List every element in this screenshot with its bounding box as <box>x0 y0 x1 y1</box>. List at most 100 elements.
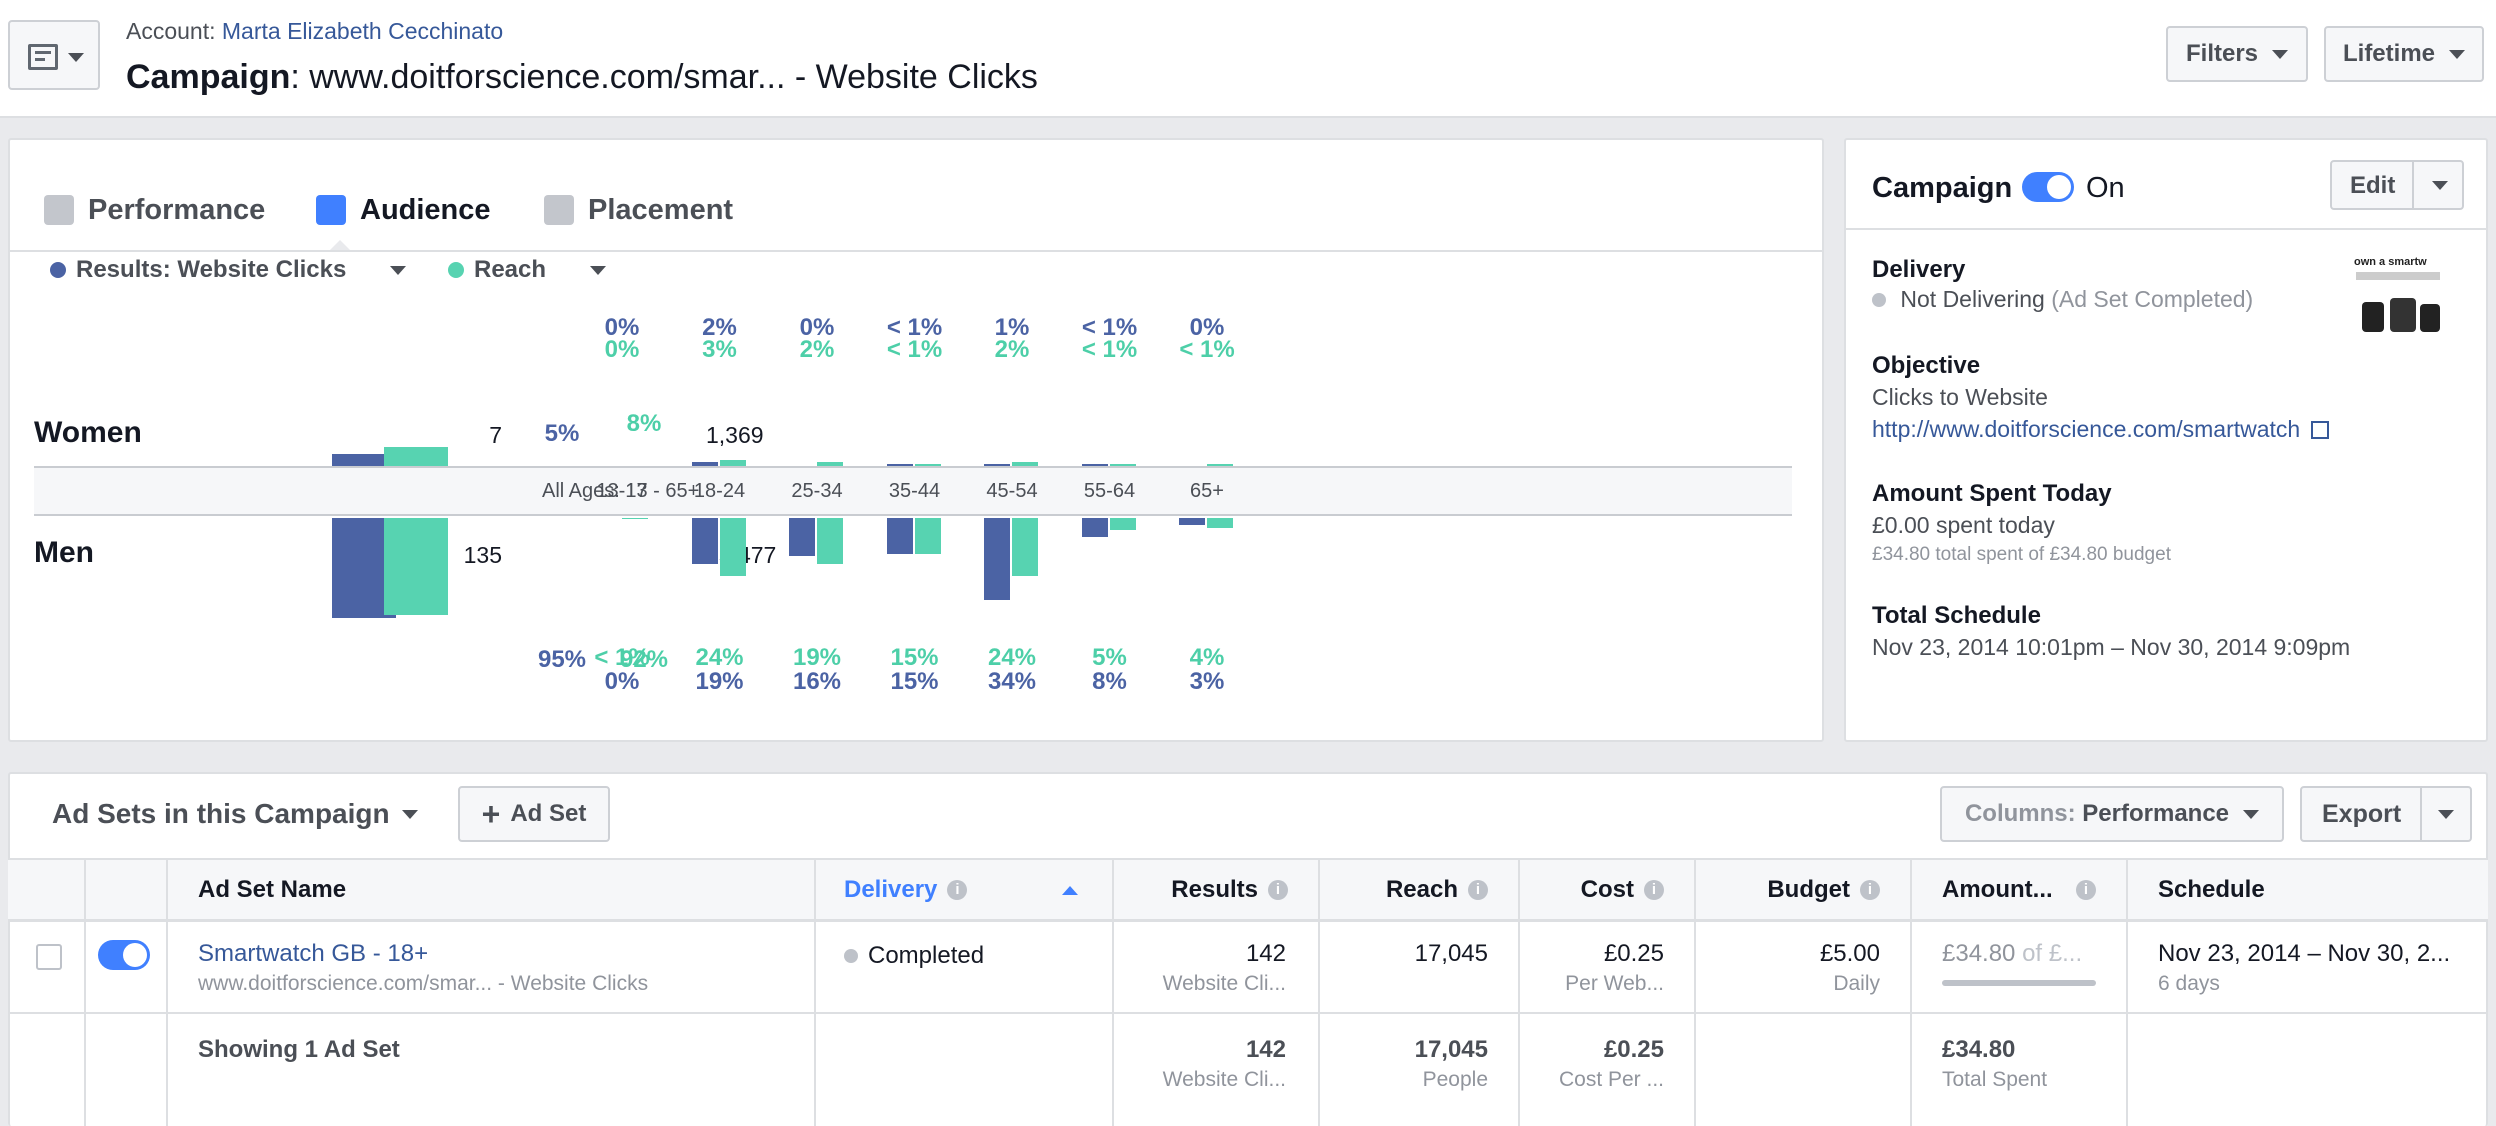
campaign-panel: Campaign On Edit Delivery Not Delivering… <box>1844 138 2488 742</box>
edit-button[interactable]: Edit <box>2350 172 2396 199</box>
women-reach-bar <box>914 464 941 466</box>
header-label: Delivery <box>844 876 938 903</box>
women-reach-pct: 3% <box>702 336 737 363</box>
external-link-icon <box>2310 421 2329 439</box>
view-menu-button[interactable] <box>8 20 100 90</box>
tab-label: Audience <box>360 193 491 226</box>
tab-divider <box>10 250 1822 252</box>
men-results-pct: 19% <box>695 668 744 695</box>
schedule-value: Nov 23, 2014 10:01pm – Nov 30, 2014 9:09… <box>1872 634 2351 660</box>
women-label: Women <box>34 416 142 449</box>
col-divider <box>1694 858 1696 1126</box>
adset-toggle[interactable] <box>98 940 150 970</box>
account-label: Account: <box>126 18 216 44</box>
columns-button[interactable]: Columns: Performance <box>1940 786 2284 842</box>
header-amount[interactable]: Amount... i <box>1942 858 2096 922</box>
adset-subname: www.doitforscience.com/smar... - Website… <box>198 972 649 995</box>
women-reach-pct: 2% <box>799 336 835 363</box>
export-button-group: Export <box>2300 786 2472 842</box>
results-value: 142 <box>1245 940 1286 967</box>
tab-placement[interactable]: Placement <box>544 190 733 230</box>
col-divider <box>1518 858 1520 1126</box>
amount-value: £34.80 <box>1942 940 2016 967</box>
objective-url-link[interactable]: http://www.doitforscience.com/smartwatch <box>1872 416 2329 443</box>
header-schedule[interactable]: Schedule <box>2158 858 2265 922</box>
header-results[interactable]: Results i <box>1112 858 1288 922</box>
women-reach-bar <box>817 462 843 466</box>
women-reach-pct: 2% <box>994 336 1030 363</box>
campaign-panel-divider <box>1846 228 2486 230</box>
adsets-section-menu[interactable]: Ad Sets in this Campaign <box>52 798 418 830</box>
export-button[interactable]: Export <box>2322 800 2402 828</box>
women-reach-count: 1,369 <box>706 422 764 448</box>
women-results-pct: 0% <box>1189 314 1225 341</box>
women-reach-bar <box>1109 464 1136 466</box>
men-reach-bar <box>1207 518 1233 528</box>
col-divider <box>166 858 168 1126</box>
col-divider <box>1910 858 1912 1126</box>
info-icon[interactable]: i <box>1268 880 1288 900</box>
age-label: 65+ <box>1190 480 1224 502</box>
info-icon[interactable]: i <box>1644 880 1664 900</box>
info-icon[interactable]: i <box>1468 880 1488 900</box>
tab-audience[interactable]: Audience <box>316 190 491 230</box>
header-budget[interactable]: Budget i <box>1694 858 1880 922</box>
header-ad-set-name[interactable]: Ad Set Name <box>198 858 346 922</box>
amount-spent-label: Amount Spent Today <box>1872 480 2112 507</box>
ad-thumbnail[interactable]: own a smartw <box>2352 256 2444 340</box>
campaign-label: Campaign <box>126 58 291 96</box>
sort-ascending-icon <box>1062 885 1078 895</box>
women-reach-bar <box>1207 464 1233 466</box>
account-name-link[interactable]: Marta Elizabeth Cecchinato <box>221 18 504 44</box>
filters-button[interactable]: Filters <box>2166 26 2308 82</box>
men-reach-bar <box>914 518 941 554</box>
header-reach[interactable]: Reach i <box>1318 858 1488 922</box>
header-cost[interactable]: Cost i <box>1518 858 1664 922</box>
men-reach-pct: 5% <box>1092 644 1127 671</box>
women-results-pct: 2% <box>702 314 737 341</box>
chevron-down-icon <box>68 53 84 62</box>
add-adset-button[interactable]: + Ad Set <box>458 786 610 842</box>
men-results-pct: 34% <box>987 668 1037 695</box>
women-results-bar <box>886 464 913 466</box>
status-dot <box>844 949 858 963</box>
status-dot <box>1872 293 1886 307</box>
campaign-status: On <box>2086 172 2125 204</box>
columns-value: Performance <box>2082 800 2230 827</box>
men-reach-bar <box>1109 518 1136 530</box>
all-women-reach-bar <box>384 446 448 466</box>
lifetime-button[interactable]: Lifetime <box>2324 26 2484 82</box>
edit-menu-chevron-icon[interactable] <box>2432 181 2448 190</box>
cost-sub: Per Web... <box>1565 972 1664 995</box>
schedule-sub: 6 days <box>2158 972 2220 995</box>
row-checkbox[interactable] <box>36 944 62 970</box>
all-women-results-bar <box>332 454 396 466</box>
budget-sub: Daily <box>1833 972 1880 995</box>
info-icon[interactable]: i <box>947 880 968 900</box>
amount-of: of £... <box>2022 940 2083 967</box>
men-results-bar <box>886 518 913 554</box>
export-menu-chevron-icon[interactable] <box>2438 810 2454 819</box>
chevron-down-icon <box>2272 49 2289 59</box>
campaign-toggle[interactable] <box>2022 172 2074 202</box>
account-line: Account: Marta Elizabeth Cecchinato <box>126 18 503 45</box>
chevron-down-icon <box>2449 49 2465 59</box>
info-icon[interactable]: i <box>1860 880 1880 900</box>
legend-reach[interactable]: Reach <box>448 256 607 284</box>
header-delivery[interactable]: Delivery i <box>844 858 1078 922</box>
summary-amount-sub: Total Spent <box>1942 1068 2048 1091</box>
age-label: 35-44 <box>888 480 941 502</box>
tab-performance[interactable]: Performance <box>44 190 265 230</box>
results-dot <box>50 262 66 278</box>
edit-button-group: Edit <box>2330 160 2464 210</box>
delivery-label: Delivery <box>1872 256 1966 283</box>
col-divider <box>1112 858 1114 1126</box>
summary-results: 142 <box>1245 1036 1286 1063</box>
adset-name-link[interactable]: Smartwatch GB - 18+ <box>198 940 429 967</box>
age-axis-band <box>34 466 1792 516</box>
women-results-bar <box>984 464 1010 466</box>
amount-cell: £34.80 of £... <box>1942 940 2082 968</box>
summary-reach-sub: People <box>1422 1068 1488 1091</box>
legend-results[interactable]: Results: Website Clicks <box>50 256 407 284</box>
info-icon[interactable]: i <box>2076 880 2096 900</box>
